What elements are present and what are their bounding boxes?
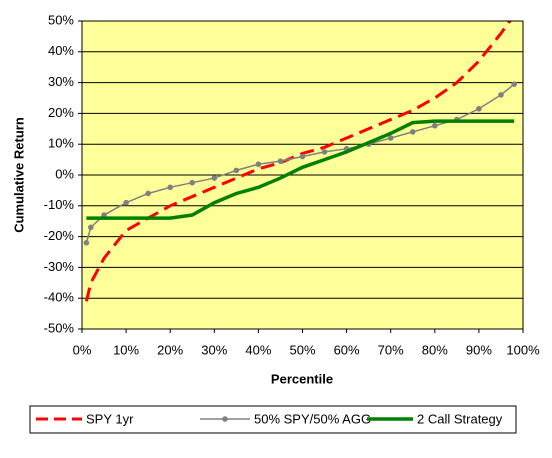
data-point <box>189 179 196 186</box>
x-tick-label: 0% <box>73 342 92 357</box>
data-point <box>83 239 90 246</box>
y-tick-label: -40% <box>44 290 75 305</box>
data-point <box>277 158 284 164</box>
data-point <box>299 153 306 160</box>
x-tick-label: 100% <box>506 342 540 357</box>
data-point <box>476 105 482 112</box>
legend-label: SPY 1yr <box>86 411 134 426</box>
data-point <box>409 129 416 135</box>
series-line <box>84 21 512 302</box>
y-axis-title: Cumulative Return <box>11 117 26 233</box>
data-point <box>145 190 151 197</box>
y-tick-label: 30% <box>48 74 74 89</box>
y-tick-label: 50% <box>48 12 74 27</box>
data-point <box>511 81 517 87</box>
x-tick-label: 50% <box>289 342 315 357</box>
data-point <box>387 135 394 141</box>
data-point <box>255 161 262 168</box>
x-tick-label: 70% <box>378 342 404 357</box>
data-point <box>233 167 240 174</box>
legend-label: 2 Call Strategy <box>417 411 503 426</box>
x-tick-label: 60% <box>334 342 360 357</box>
legend-marker <box>222 416 228 422</box>
x-axis-title: Percentile <box>271 371 333 386</box>
data-point <box>321 149 328 155</box>
y-tick-label: -30% <box>44 259 75 274</box>
data-point <box>498 92 504 98</box>
data-point <box>88 224 94 231</box>
y-tick-label: 10% <box>48 136 74 151</box>
x-tick-label: 10% <box>113 342 139 357</box>
data-point <box>123 199 129 206</box>
x-tick-label: 40% <box>245 342 271 357</box>
y-tick-label: 40% <box>48 43 74 58</box>
x-tick-label: 90% <box>466 342 492 357</box>
series-line <box>86 119 515 220</box>
x-tick-label: 30% <box>201 342 227 357</box>
y-tick-label: 0% <box>55 166 74 181</box>
data-point <box>167 184 173 191</box>
data-point <box>432 122 438 129</box>
y-tick-label: -10% <box>44 197 75 212</box>
data-point <box>211 175 218 181</box>
x-tick-label: 80% <box>422 342 448 357</box>
y-tick-label: -20% <box>44 228 75 243</box>
x-tick-label: 20% <box>157 342 183 357</box>
legend-label: 50% SPY/50% AGG <box>254 411 371 426</box>
y-tick-label: -50% <box>44 320 75 335</box>
legend-box <box>29 405 517 434</box>
y-tick-label: 20% <box>48 105 74 120</box>
